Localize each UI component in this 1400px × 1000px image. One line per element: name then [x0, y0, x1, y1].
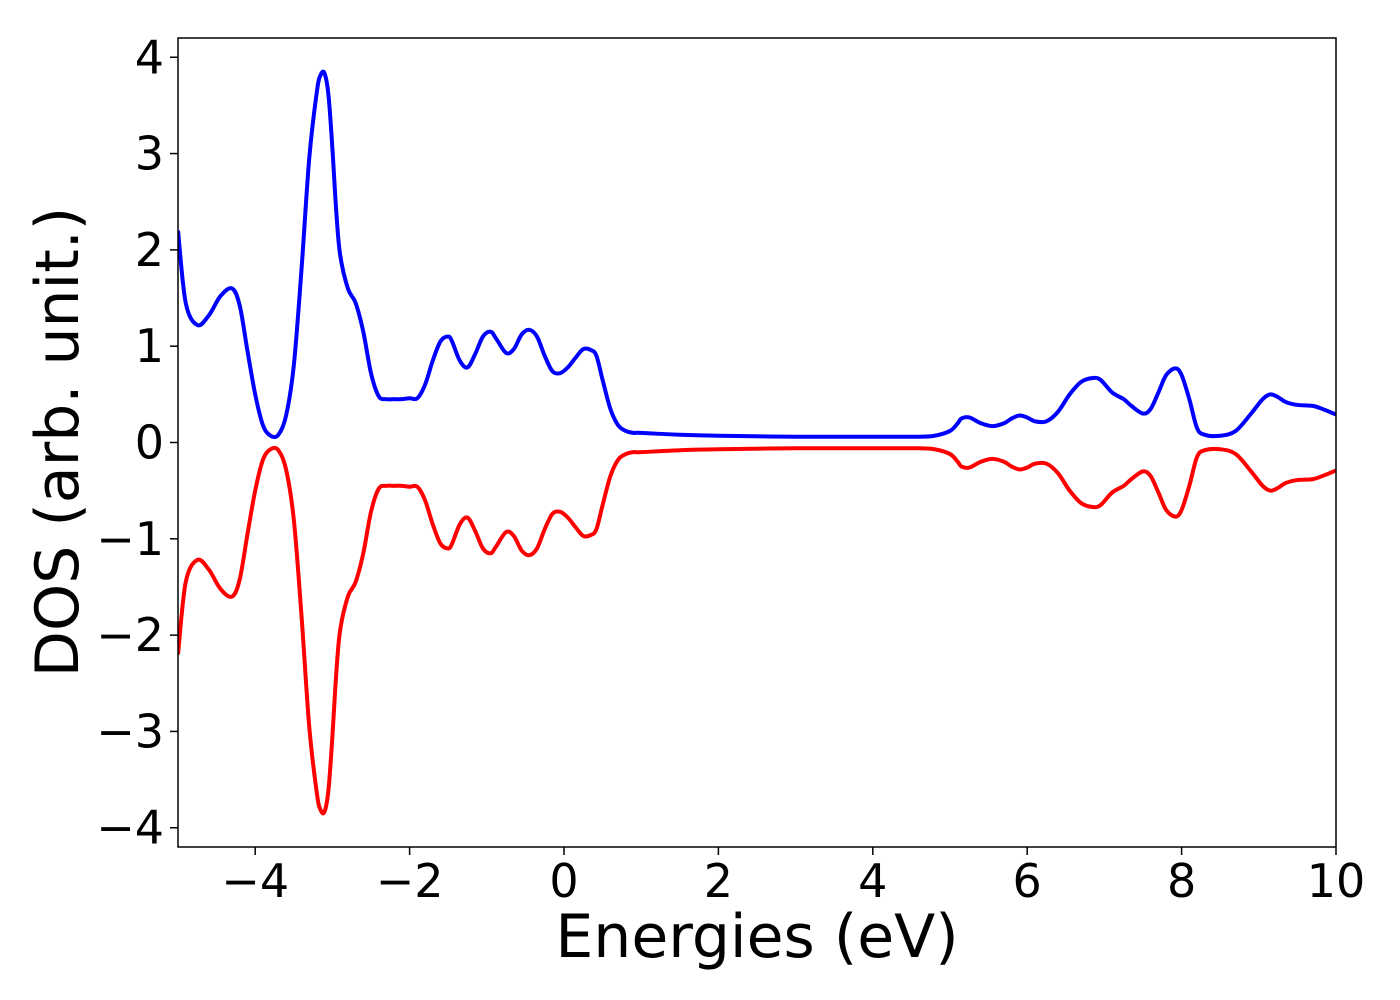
- y-tick-label: −3: [96, 704, 164, 758]
- x-tick-label: 2: [704, 854, 733, 908]
- x-tick-label: 8: [1167, 854, 1196, 908]
- x-tick-label: 4: [858, 854, 887, 908]
- y-tick-label: 2: [135, 223, 164, 277]
- x-axis-title: Energies (eV): [555, 902, 958, 972]
- x-tick-label: 6: [1013, 854, 1042, 908]
- x-tick-label: −2: [376, 854, 444, 908]
- series-line-2: [178, 445, 1336, 816]
- x-tick-label: 0: [549, 854, 578, 908]
- y-tick-label: 1: [135, 319, 164, 373]
- series-line-1: [178, 69, 1336, 440]
- y-axis-title: DOS (arb. unit.): [23, 207, 93, 677]
- y-tick-label: −2: [96, 608, 164, 662]
- y-tick-label: 4: [135, 30, 164, 84]
- x-tick-label: 10: [1307, 854, 1366, 908]
- y-tick-label: −1: [96, 512, 164, 566]
- y-axis: 4 3 2 1 0 −1 −2 −3 −4: [96, 30, 178, 855]
- y-tick-label: 0: [135, 416, 164, 470]
- y-tick-label: −4: [96, 801, 164, 855]
- plot-frame: [177, 37, 1337, 848]
- series-layer: [178, 69, 1336, 816]
- x-tick-label: −4: [221, 854, 289, 908]
- y-tick-label: 3: [135, 127, 164, 181]
- x-axis: −4 −2 0 2 4 6 8 10: [221, 847, 1365, 908]
